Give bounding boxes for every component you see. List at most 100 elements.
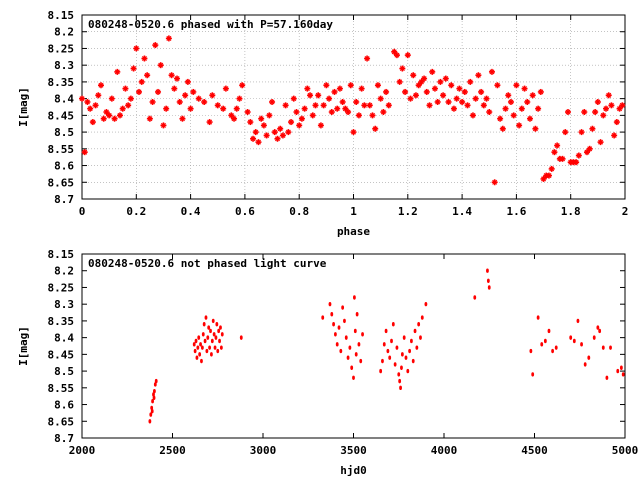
data-point bbox=[353, 295, 356, 300]
data-point bbox=[204, 315, 208, 320]
data-point bbox=[384, 328, 388, 334]
data-point bbox=[494, 82, 501, 89]
data-point bbox=[92, 102, 99, 109]
data-point bbox=[345, 109, 352, 116]
data-point bbox=[149, 98, 156, 105]
data-point bbox=[176, 98, 183, 105]
data-point bbox=[411, 358, 415, 364]
data-point bbox=[341, 305, 345, 310]
data-point bbox=[114, 68, 121, 75]
data-point bbox=[355, 312, 359, 317]
data-point bbox=[205, 348, 209, 354]
data-point bbox=[576, 318, 580, 324]
data-point bbox=[429, 68, 436, 75]
data-point bbox=[423, 88, 430, 95]
data-point bbox=[357, 342, 361, 347]
data-point bbox=[315, 92, 322, 99]
data-point bbox=[578, 129, 585, 136]
data-point bbox=[144, 72, 151, 79]
data-point bbox=[244, 109, 251, 116]
data-point bbox=[219, 345, 223, 350]
data-point bbox=[321, 315, 325, 320]
data-point bbox=[540, 342, 544, 347]
data-point bbox=[592, 335, 596, 340]
data-point bbox=[564, 109, 571, 116]
data-point bbox=[342, 105, 349, 112]
y-tick-label: 8.35 bbox=[48, 315, 75, 328]
y-axis-label: I[mag] bbox=[17, 326, 30, 366]
x-tick-label: 1.8 bbox=[561, 205, 581, 218]
data-point bbox=[518, 105, 525, 112]
data-point bbox=[348, 345, 352, 350]
data-point bbox=[453, 95, 460, 102]
data-point bbox=[326, 95, 333, 102]
data-point bbox=[208, 345, 212, 350]
data-point bbox=[309, 112, 316, 119]
data-point bbox=[174, 75, 181, 82]
data-point bbox=[597, 139, 604, 146]
y-tick-label: 8.15 bbox=[48, 9, 75, 22]
x-tick-label: 2500 bbox=[159, 444, 186, 457]
data-point bbox=[298, 115, 305, 122]
data-point bbox=[547, 328, 551, 334]
data-point bbox=[459, 98, 466, 105]
x-tick-label: 3000 bbox=[250, 444, 277, 457]
data-point bbox=[206, 335, 210, 340]
data-point bbox=[410, 72, 417, 79]
x-tick-label: 5000 bbox=[612, 444, 639, 457]
data-point bbox=[399, 385, 402, 391]
data-point bbox=[81, 149, 88, 156]
x-tick-label: 0.6 bbox=[235, 205, 255, 218]
data-point bbox=[152, 392, 155, 397]
data-point bbox=[179, 115, 186, 122]
data-point bbox=[521, 85, 528, 92]
data-point bbox=[510, 112, 517, 119]
y-tick-label: 8.25 bbox=[48, 42, 75, 55]
data-point bbox=[369, 112, 376, 119]
data-point bbox=[529, 92, 536, 99]
data-point bbox=[343, 318, 346, 324]
data-point bbox=[328, 301, 332, 307]
data-point bbox=[288, 119, 295, 126]
data-point bbox=[531, 372, 535, 377]
data-point bbox=[151, 399, 154, 404]
data-point bbox=[197, 335, 201, 340]
data-point bbox=[472, 95, 479, 102]
data-point bbox=[282, 102, 289, 109]
data-point bbox=[600, 112, 607, 119]
data-point bbox=[200, 345, 204, 350]
data-point bbox=[339, 98, 346, 105]
data-point bbox=[461, 88, 468, 95]
data-point bbox=[602, 105, 609, 112]
data-point bbox=[406, 368, 410, 374]
data-point bbox=[323, 82, 330, 89]
data-point bbox=[391, 322, 395, 327]
data-point bbox=[402, 88, 409, 95]
y-tick-label: 8.5 bbox=[54, 365, 74, 378]
data-point bbox=[89, 119, 96, 126]
data-point bbox=[210, 352, 213, 357]
data-point bbox=[619, 365, 623, 370]
data-point bbox=[424, 301, 428, 307]
data-point bbox=[317, 122, 324, 129]
data-point bbox=[380, 109, 387, 116]
data-point bbox=[529, 348, 533, 354]
y-tick-label: 8.15 bbox=[48, 248, 75, 261]
data-point bbox=[388, 355, 392, 360]
data-point bbox=[404, 355, 408, 360]
data-point bbox=[293, 109, 300, 116]
data-point bbox=[100, 115, 107, 122]
data-point bbox=[526, 115, 533, 122]
x-axis-label: phase bbox=[337, 225, 370, 238]
data-point bbox=[475, 72, 482, 79]
data-point bbox=[277, 125, 284, 132]
data-point bbox=[301, 105, 308, 112]
data-point bbox=[469, 112, 476, 119]
data-point bbox=[545, 172, 552, 179]
data-point bbox=[127, 95, 134, 102]
data-point bbox=[483, 95, 490, 102]
data-point bbox=[239, 82, 246, 89]
x-tick-label: 2 bbox=[622, 205, 629, 218]
data-point bbox=[209, 92, 216, 99]
data-point bbox=[330, 312, 334, 317]
